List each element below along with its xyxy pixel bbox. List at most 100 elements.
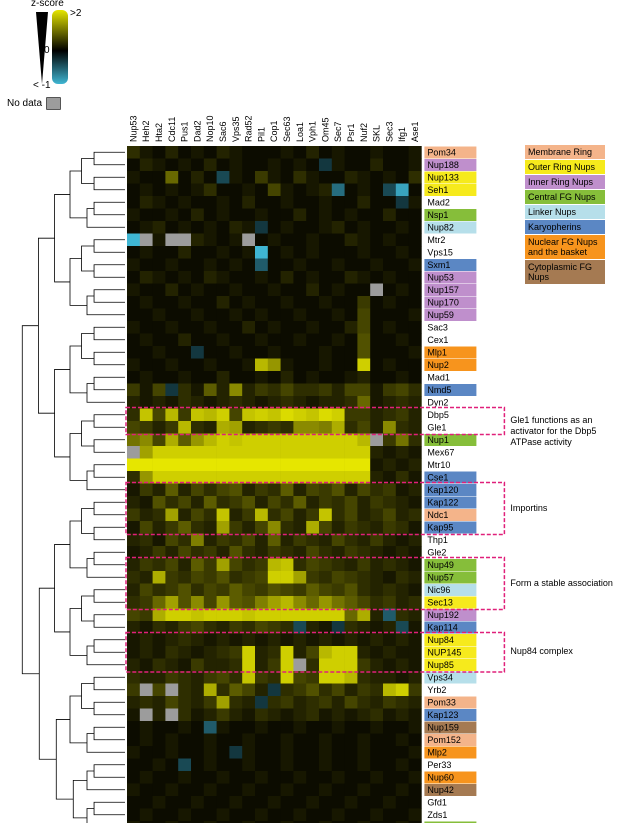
dendrogram-branch: [54, 369, 70, 458]
heatmap-cell: [191, 283, 205, 297]
heatmap-cell: [408, 646, 422, 659]
heatmap-cell: [306, 221, 320, 234]
heatmap-cell: [152, 608, 166, 622]
row-label: Gle1: [427, 423, 446, 433]
heatmap-cell: [408, 433, 422, 447]
heatmap-cell: [267, 621, 281, 634]
heatmap-cell: [408, 308, 422, 322]
heatmap-cell: [357, 321, 371, 334]
heatmap-cell: [331, 596, 345, 609]
heatmap-cell: [255, 583, 269, 597]
heatmap-cell: [280, 333, 294, 347]
heatmap-cell: [293, 233, 307, 247]
heatmap-cell: [242, 733, 256, 747]
heatmap-cell: [165, 258, 179, 272]
heatmap-cell: [319, 496, 333, 509]
heatmap-cell: [280, 633, 294, 647]
heatmap-cell: [165, 171, 179, 184]
heatmap-cell: [280, 396, 294, 409]
row-label: NUP145: [427, 648, 461, 658]
heatmap-cell: [370, 558, 384, 572]
row-group-band: [424, 721, 477, 734]
heatmap-cell: [370, 721, 384, 734]
heatmap-cell: [203, 458, 217, 472]
heatmap-cell: [127, 558, 141, 572]
heatmap-cell: [331, 771, 345, 784]
heatmap-cell: [306, 283, 320, 297]
heatmap-cell: [203, 621, 217, 634]
heatmap-cell: [242, 433, 256, 447]
heatmap-cell: [255, 246, 269, 259]
heatmap-cell: [344, 458, 358, 472]
heatmap-cell: [370, 783, 384, 797]
heatmap-cell: [203, 321, 217, 334]
heatmap-cell: [229, 558, 243, 572]
heatmap-cell: [203, 808, 217, 822]
heatmap-cell: [331, 333, 345, 347]
heatmap-cell: [408, 321, 422, 334]
heatmap-cell: [178, 483, 192, 497]
heatmap-cell: [165, 158, 179, 172]
heatmap-cell: [306, 321, 320, 334]
dendrogram-branch: [93, 239, 125, 253]
heatmap-cell: [267, 796, 281, 809]
heatmap-cell: [344, 471, 358, 484]
heatmap-cell: [408, 683, 422, 697]
heatmap-cell: [152, 733, 166, 747]
heatmap-cell: [216, 433, 230, 447]
heatmap-cell: [357, 596, 371, 609]
heatmap-cell: [395, 358, 409, 372]
heatmap-cell: [203, 558, 217, 572]
heatmap-cell: [280, 571, 294, 584]
row-group-band: [424, 634, 477, 646]
heatmap-cell: [280, 808, 294, 822]
heatmap-cell: [165, 283, 179, 297]
heatmap-cell: [216, 446, 230, 459]
heatmap-cell: [127, 408, 141, 422]
heatmap-cell: [242, 408, 256, 422]
heatmap-cell: [229, 296, 243, 309]
heatmap-cell: [344, 146, 358, 159]
heatmap-cell: [344, 571, 358, 584]
heatmap-cell: [306, 383, 320, 397]
heatmap-cell: [203, 408, 217, 422]
heatmap-cell: [203, 233, 217, 247]
heatmap-cell: [139, 596, 153, 609]
heatmap-cell: [139, 446, 153, 459]
dendrogram-branch: [69, 433, 87, 481]
heatmap-cell: [280, 221, 294, 234]
heatmap-cell: [203, 496, 217, 509]
heatmap-cell: [216, 321, 230, 334]
row-group-band: [424, 309, 477, 321]
heatmap-cell: [357, 758, 371, 772]
heatmap-cell: [139, 421, 153, 434]
heatmap-cell: [331, 733, 345, 747]
heatmap-cell: [216, 771, 230, 784]
row-group-band: [424, 659, 477, 671]
heatmap-cell: [229, 733, 243, 747]
heatmap-cell: [139, 496, 153, 509]
heatmap-cell: [191, 796, 205, 809]
heatmap-cell: [165, 796, 179, 809]
heatmap-cell: [280, 746, 294, 759]
heatmap-cell: [370, 483, 384, 497]
heatmap-cell: [280, 358, 294, 372]
heatmap-cell: [408, 233, 422, 247]
heatmap-cell: [191, 371, 205, 384]
heatmap-cell: [203, 208, 217, 222]
heatmap-cell: [178, 171, 192, 184]
heatmap-cell: [293, 196, 307, 209]
heatmap-cell: [267, 308, 281, 322]
heatmap-cell: [229, 808, 243, 822]
heatmap-cell: [216, 558, 230, 572]
heatmap-cell: [178, 346, 192, 359]
heatmap-cell: [331, 796, 345, 809]
heatmap-cell: [152, 583, 166, 597]
heatmap-cell: [267, 783, 281, 797]
heatmap-cell: [370, 233, 384, 247]
heatmap-cell: [165, 696, 179, 709]
heatmap-cell: [127, 808, 141, 822]
heatmap-cell: [152, 458, 166, 472]
heatmap-cell: [191, 421, 205, 434]
heatmap-cell: [344, 346, 358, 359]
